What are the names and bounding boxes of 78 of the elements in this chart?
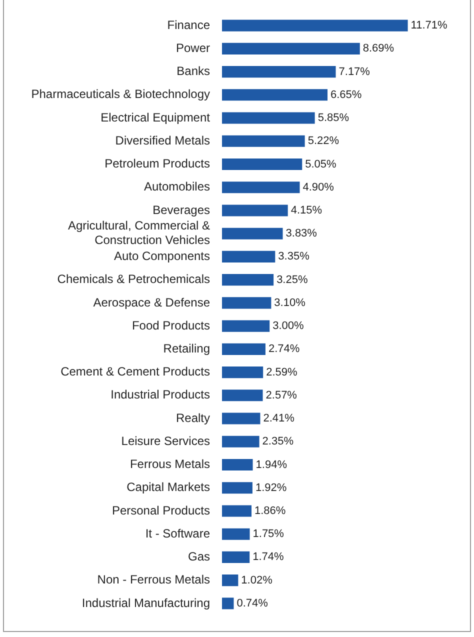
- y-tick-label: Auto Components: [114, 249, 210, 264]
- data-label: 11.71%: [410, 20, 448, 32]
- y-tick-label: Pharmaceuticals & Biotechnology: [31, 87, 210, 102]
- y-tick-label: Agricultural, Commercial & Construction Vehicles: [68, 218, 210, 248]
- bar: [222, 436, 260, 448]
- y-tick-label: Aerospace & Defense: [93, 295, 210, 310]
- data-label: 5.22%: [308, 135, 340, 148]
- bar: [222, 574, 238, 586]
- y-tick-label: Cement & Cement Products: [60, 364, 210, 379]
- bar: [222, 135, 305, 147]
- data-label: 4.90%: [302, 181, 334, 194]
- bar: [222, 505, 252, 517]
- bar: [222, 250, 276, 262]
- bar: [222, 297, 272, 309]
- data-label: 1.86%: [254, 505, 286, 518]
- data-label: 1.74%: [252, 551, 284, 564]
- data-label: 2.57%: [266, 389, 298, 402]
- y-tick-label: Non - Ferrous Metals: [97, 572, 210, 587]
- data-label: 1.94%: [256, 458, 288, 471]
- y-tick-label: Beverages: [152, 202, 210, 217]
- data-label: 7.17%: [338, 66, 370, 78]
- bar: [222, 528, 250, 540]
- bar: [222, 458, 253, 471]
- y-tick-label: Personal Products: [112, 503, 210, 518]
- bar: [222, 112, 315, 124]
- y-tick-label: Electrical Equipment: [100, 110, 211, 124]
- data-label: 1.92%: [255, 482, 287, 494]
- y-tick-label: Chemicals & Petrochemicals: [57, 272, 210, 286]
- y-tick-label: Finance: [167, 18, 210, 32]
- y-tick-label: Capital Markets: [126, 480, 210, 494]
- bar: [222, 551, 250, 563]
- data-label: 2.35%: [262, 436, 294, 448]
- bar: [222, 320, 270, 332]
- bar: [222, 158, 302, 170]
- bar: [222, 20, 408, 32]
- y-tick-label: Realty: [176, 410, 210, 425]
- data-label: 5.05%: [305, 158, 337, 170]
- bar: [222, 66, 336, 78]
- bar: [222, 390, 263, 402]
- data-label: 1.02%: [241, 574, 273, 586]
- y-tick-label: Banks: [176, 64, 210, 78]
- y-tick-label: Automobiles: [144, 180, 210, 194]
- bar: [222, 343, 266, 355]
- data-label: 4.15%: [290, 204, 322, 217]
- y-tick-label: Petroleum Products: [104, 156, 210, 171]
- bar: [222, 89, 328, 101]
- y-tick-label: Power: [176, 40, 210, 55]
- data-label: 3.00%: [272, 320, 304, 332]
- bar: [222, 42, 360, 54]
- bar: [222, 598, 234, 610]
- data-label: 6.65%: [330, 88, 362, 101]
- y-tick-label: Leisure Services: [121, 434, 210, 448]
- data-label: 5.85%: [318, 112, 350, 124]
- data-label: 8.69%: [362, 42, 394, 55]
- y-tick-label: Diversified Metals: [115, 133, 210, 148]
- bar: [222, 412, 260, 424]
- y-tick-label: Industrial Products: [110, 388, 210, 402]
- y-tick-label: Ferrous Metals: [130, 457, 210, 472]
- y-tick-label: Gas: [188, 550, 210, 564]
- data-label: 0.74%: [236, 597, 268, 610]
- data-label: 1.75%: [252, 528, 284, 540]
- data-label: 3.83%: [286, 228, 318, 240]
- bar: [222, 366, 264, 378]
- data-label: 3.25%: [276, 274, 308, 286]
- bar: [222, 228, 283, 240]
- y-tick-label: Industrial Manufacturing: [82, 596, 210, 610]
- bar: [222, 274, 274, 286]
- data-label: 2.59%: [266, 366, 298, 378]
- y-tick-label: Retailing: [163, 341, 210, 356]
- data-label: 2.74%: [268, 343, 300, 356]
- bar: [222, 182, 300, 194]
- y-tick-label: Food Products: [132, 318, 210, 332]
- data-label: 2.41%: [263, 412, 295, 425]
- bar: [222, 482, 252, 494]
- bar: [222, 204, 288, 216]
- data-label: 3.35%: [278, 250, 310, 263]
- data-label: 3.10%: [274, 296, 306, 309]
- y-tick-label: It - Software: [145, 526, 210, 540]
